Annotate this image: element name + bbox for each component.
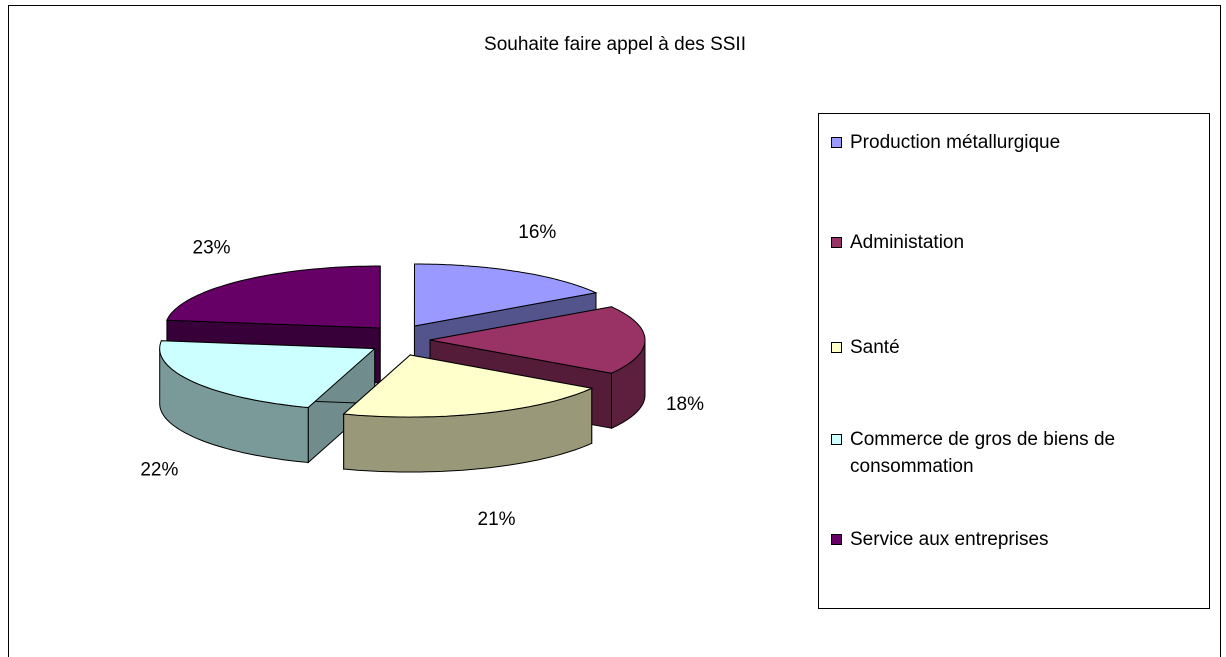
- legend-label: Service aux entreprises: [850, 529, 1049, 550]
- slice: [413, 263, 598, 327]
- data-label: 22%: [140, 459, 178, 480]
- data-label: 23%: [193, 238, 231, 259]
- legend-item: Commerce de gros de biens de consommatio…: [831, 426, 1225, 480]
- legend-item: Service aux entreprises: [831, 526, 1225, 553]
- legend-swatch: [831, 137, 842, 148]
- legend-swatch: [831, 237, 842, 248]
- legend: Production métallurgique Administation San…: [818, 113, 1210, 609]
- slice: [159, 340, 376, 409]
- legend-swatch: [831, 342, 842, 353]
- legend-label: Commerce de gros de biens de consommatio…: [850, 429, 1116, 477]
- slice: [429, 306, 646, 374]
- chart-title: Souhaite faire appel à des SSII: [484, 34, 746, 55]
- legend-label: Production métallurgique: [850, 132, 1061, 153]
- legend-swatch: [831, 434, 842, 445]
- data-label: 21%: [478, 509, 516, 530]
- legend-label: Administation: [850, 232, 965, 253]
- legend-item: Production métallurgique: [831, 129, 1225, 156]
- data-label: 16%: [518, 222, 556, 243]
- data-label: 18%: [666, 394, 704, 415]
- legend-label: Santé: [850, 337, 900, 358]
- legend-item: Administation: [831, 229, 1225, 256]
- legend-item: Santé: [831, 334, 1225, 361]
- legend-swatch: [831, 534, 842, 545]
- slice: [166, 265, 381, 329]
- slice: [342, 354, 594, 418]
- chart-frame: [8, 5, 1221, 657]
